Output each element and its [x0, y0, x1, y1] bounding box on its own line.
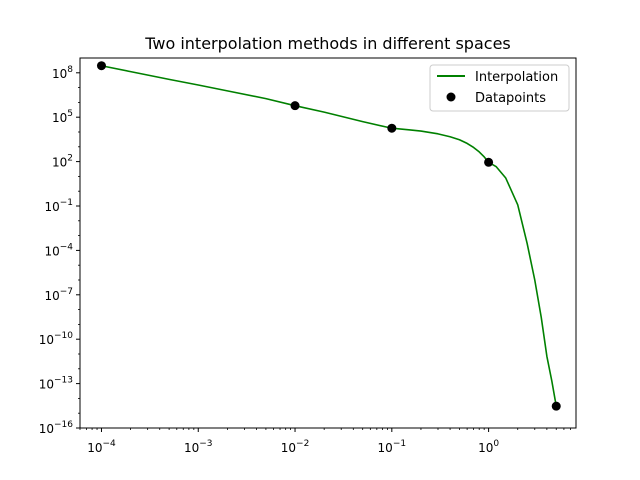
legend: Interpolation Datapoints [429, 64, 570, 112]
y-tick-label: 10−16 [39, 420, 74, 436]
legend-label-datapoints: Datapoints [475, 91, 546, 106]
chart-title: Two interpolation methods in different s… [144, 34, 511, 53]
datapoint-marker [290, 101, 300, 111]
y-tick-label: 10−13 [39, 376, 73, 392]
x-axis: 10−4 10−3 10−2 10−1 100 [79, 428, 571, 455]
y-tick-label: 108 [52, 65, 73, 81]
plot-area [79, 57, 577, 429]
y-tick-label: 10−10 [39, 331, 74, 347]
y-tick-label: 10−7 [44, 287, 73, 303]
y-tick-label: 105 [52, 109, 73, 125]
interpolation-line [101, 64, 558, 407]
series-layer [96, 61, 561, 411]
datapoint-marker [551, 401, 561, 411]
x-tick-label: 100 [478, 439, 499, 455]
datapoint-marker [387, 123, 397, 133]
y-tick-label: 10−1 [44, 198, 73, 214]
datapoint-marker [484, 157, 494, 167]
y-axis: 108 105 102 10−1 10−4 10−7 10−10 10−13 10−16 [39, 65, 80, 436]
legend-label-interpolation: Interpolation [475, 70, 558, 85]
x-tick-label: 10−2 [281, 439, 310, 455]
x-tick-label: 10−4 [87, 439, 116, 455]
legend-dot-swatch [446, 92, 456, 102]
datapoint-marker [96, 61, 106, 71]
y-tick-label: 102 [52, 154, 73, 170]
y-tick-label: 10−4 [44, 242, 73, 258]
x-tick-label: 10−1 [378, 439, 407, 455]
x-tick-label: 10−3 [184, 439, 213, 455]
